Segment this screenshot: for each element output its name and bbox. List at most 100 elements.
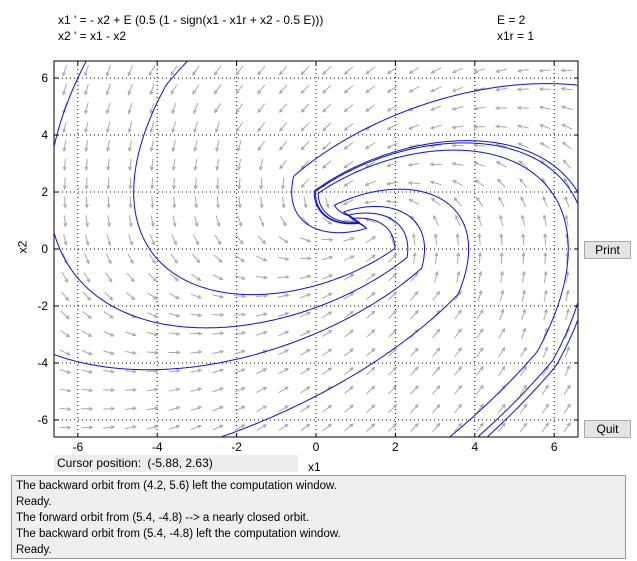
field-arrow	[520, 214, 526, 227]
field-arrow	[520, 346, 527, 358]
field-arrow	[84, 83, 89, 96]
field-arrow	[344, 310, 355, 319]
field-arrow	[191, 273, 202, 281]
field-arrow	[149, 140, 154, 153]
field-arrow	[364, 180, 376, 186]
field-arrow	[477, 251, 482, 264]
field-arrow	[168, 350, 181, 355]
field-arrow	[278, 84, 288, 95]
field-arrow	[257, 103, 266, 114]
field-arrow	[519, 422, 528, 433]
field-arrow	[277, 256, 290, 261]
field-arrow	[451, 86, 464, 92]
field-arrow	[429, 124, 442, 130]
field-arrow	[256, 368, 268, 374]
field-arrow	[343, 236, 356, 242]
field-arrow	[473, 124, 486, 129]
field-arrow	[212, 274, 224, 281]
y-tick-label: -6	[37, 413, 48, 427]
quit-button[interactable]: Quit	[584, 420, 631, 438]
field-arrow	[84, 102, 89, 115]
field-arrow	[170, 65, 178, 77]
field-arrow	[543, 232, 548, 246]
field-arrow	[366, 385, 376, 395]
field-arrow	[476, 365, 484, 376]
field-arrow	[168, 292, 180, 300]
field-arrow	[172, 215, 177, 228]
field-arrow	[432, 366, 441, 376]
field-arrow	[299, 293, 312, 299]
field-arrow	[257, 235, 267, 245]
field-arrow	[322, 85, 332, 94]
field-arrow	[212, 349, 225, 354]
field-arrow	[410, 403, 419, 414]
print-button[interactable]: Print	[584, 241, 631, 259]
field-arrow	[257, 84, 266, 95]
field-arrow	[497, 422, 506, 433]
field-arrow	[193, 177, 198, 190]
field-arrow	[300, 178, 310, 189]
field-arrow	[365, 254, 376, 263]
field-arrow	[300, 386, 311, 394]
field-arrow	[343, 160, 354, 169]
field-arrow	[103, 388, 116, 393]
field-arrow	[300, 122, 310, 132]
field-arrow	[84, 196, 89, 209]
field-arrow	[194, 215, 199, 228]
field-arrow	[366, 423, 376, 432]
field-arrow	[215, 177, 220, 190]
message-window[interactable]: The backward orbit from (4.2, 5.6) left …	[11, 475, 626, 559]
field-arrow	[125, 292, 136, 301]
field-arrow	[126, 272, 135, 283]
field-arrow	[106, 196, 111, 209]
field-arrow	[300, 348, 311, 356]
message-line: The backward orbit from (5.4, -4.8) left…	[16, 528, 341, 540]
field-arrow	[234, 312, 247, 317]
field-arrow	[62, 140, 67, 153]
field-arrow	[477, 289, 483, 302]
field-arrow	[258, 215, 265, 227]
field-arrow	[519, 403, 528, 414]
param-x1r: x1r = 1	[497, 29, 535, 43]
x-tick-label: 2	[392, 440, 399, 454]
field-arrow	[477, 232, 482, 246]
field-arrow	[343, 85, 354, 94]
field-arrow	[564, 195, 570, 208]
field-arrow	[234, 275, 246, 280]
field-arrow	[193, 121, 199, 134]
field-arrow	[365, 85, 376, 94]
field-arrow	[451, 143, 464, 148]
field-arrow	[171, 140, 176, 153]
field-arrow	[321, 255, 334, 261]
field-arrow	[366, 366, 376, 376]
field-arrow	[278, 405, 289, 413]
field-arrow	[366, 329, 376, 338]
field-arrow	[146, 312, 159, 318]
field-arrow	[518, 160, 529, 169]
field-arrow	[388, 422, 398, 432]
field-arrow	[234, 387, 246, 393]
field-arrow	[321, 292, 333, 300]
field-arrow	[430, 67, 442, 74]
x-axis-label: x1	[308, 460, 321, 474]
field-arrow	[365, 236, 377, 243]
field-arrow	[281, 177, 285, 190]
field-arrow	[364, 200, 377, 205]
field-arrow	[234, 405, 246, 412]
field-arrow	[234, 368, 246, 374]
field-arrow	[103, 350, 115, 355]
field-arrow	[193, 158, 198, 171]
x-tick-label: 0	[313, 440, 320, 454]
y-axis-label: x2	[15, 240, 30, 254]
field-arrow	[385, 181, 398, 186]
field-arrow	[150, 177, 155, 190]
field-arrow	[430, 86, 442, 93]
field-arrow	[106, 158, 111, 172]
field-arrow	[105, 83, 111, 96]
cursor-position-readout: Cursor position: (-5.88, 2.63)	[54, 455, 298, 472]
direction-field	[59, 65, 573, 433]
field-arrow	[343, 179, 354, 187]
field-arrow	[476, 196, 484, 207]
field-arrow	[215, 121, 220, 134]
